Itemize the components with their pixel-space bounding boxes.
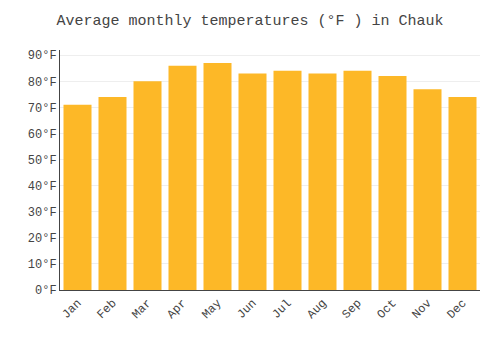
- svg-text:Sep: Sep: [339, 297, 364, 322]
- svg-text:Average monthly temperatures (: Average monthly temperatures (°F ) in Ch…: [56, 13, 443, 30]
- svg-text:0°F: 0°F: [35, 284, 57, 298]
- svg-text:Dec: Dec: [444, 297, 469, 322]
- svg-text:Mar: Mar: [129, 297, 154, 322]
- svg-text:May: May: [199, 297, 224, 322]
- svg-text:Aug: Aug: [304, 297, 329, 322]
- svg-text:40°F: 40°F: [28, 180, 57, 194]
- svg-text:Jun: Jun: [234, 297, 259, 322]
- svg-text:90°F: 90°F: [28, 49, 57, 63]
- svg-text:Feb: Feb: [94, 297, 119, 322]
- svg-text:Jan: Jan: [59, 297, 84, 322]
- svg-text:60°F: 60°F: [28, 128, 57, 142]
- svg-text:Oct: Oct: [374, 297, 399, 322]
- svg-text:Apr: Apr: [164, 297, 189, 322]
- svg-text:10°F: 10°F: [28, 258, 57, 272]
- svg-text:30°F: 30°F: [28, 206, 57, 220]
- svg-text:70°F: 70°F: [28, 102, 57, 116]
- svg-text:50°F: 50°F: [28, 154, 57, 168]
- svg-text:20°F: 20°F: [28, 232, 57, 246]
- svg-text:Nov: Nov: [409, 297, 434, 322]
- svg-text:80°F: 80°F: [28, 76, 57, 90]
- svg-text:Jul: Jul: [269, 297, 294, 322]
